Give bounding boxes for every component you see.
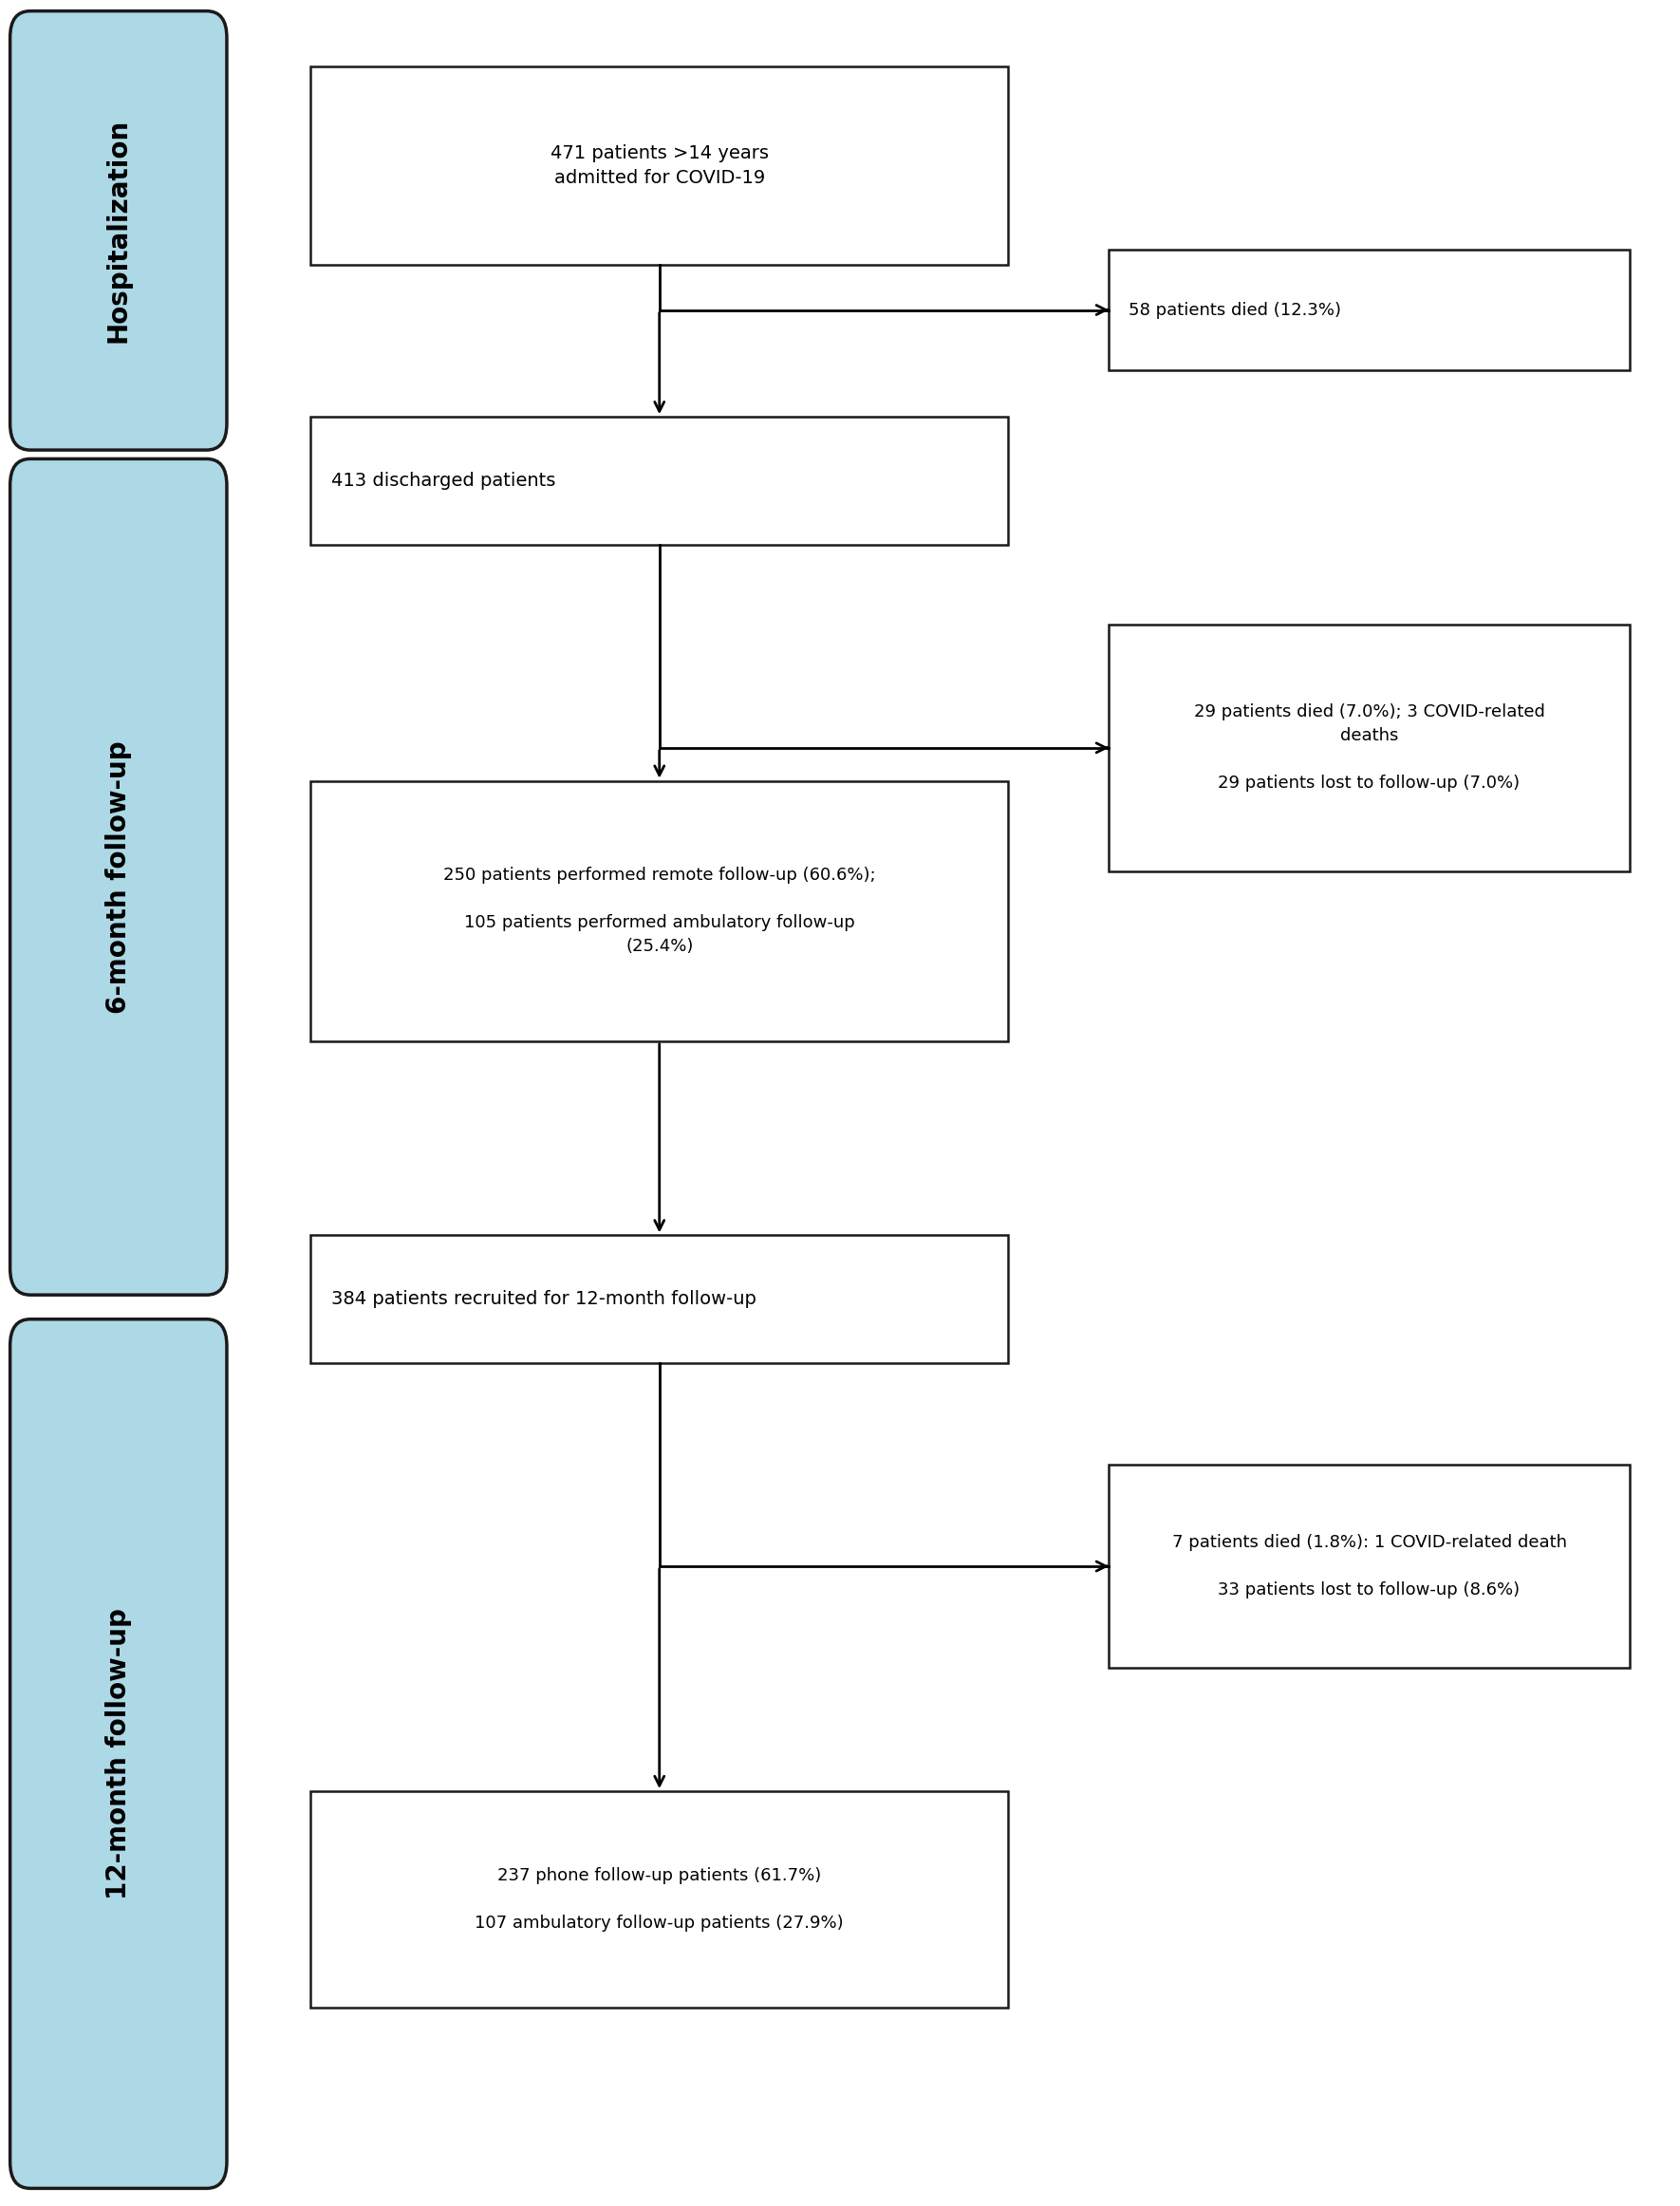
FancyBboxPatch shape (311, 66, 1008, 265)
FancyBboxPatch shape (311, 1791, 1008, 2007)
FancyBboxPatch shape (311, 1235, 1008, 1363)
Text: 250 patients performed remote follow-up (60.6%);

105 patients performed ambulat: 250 patients performed remote follow-up … (444, 867, 875, 955)
Text: 384 patients recruited for 12-month follow-up: 384 patients recruited for 12-month foll… (331, 1291, 756, 1308)
Text: 7 patients died (1.8%): 1 COVID-related death

33 patients lost to follow-up (8.: 7 patients died (1.8%): 1 COVID-related … (1171, 1533, 1567, 1599)
Text: 237 phone follow-up patients (61.7%)

107 ambulatory follow-up patients (27.9%): 237 phone follow-up patients (61.7%) 107… (475, 1866, 843, 1932)
FancyBboxPatch shape (1109, 624, 1630, 871)
FancyBboxPatch shape (311, 417, 1008, 545)
Text: 58 patients died (12.3%): 58 patients died (12.3%) (1129, 302, 1342, 318)
FancyBboxPatch shape (1109, 249, 1630, 371)
Text: 471 patients >14 years
admitted for COVID-19: 471 patients >14 years admitted for COVI… (551, 143, 768, 188)
Text: 413 discharged patients: 413 discharged patients (331, 472, 556, 490)
Text: Hospitalization: Hospitalization (106, 119, 131, 342)
FancyBboxPatch shape (10, 459, 227, 1295)
FancyBboxPatch shape (10, 11, 227, 450)
Text: 12-month follow-up: 12-month follow-up (106, 1608, 131, 1899)
Text: 29 patients died (7.0%); 3 COVID-related
deaths

29 patients lost to follow-up (: 29 patients died (7.0%); 3 COVID-related… (1194, 704, 1544, 792)
Text: 6-month follow-up: 6-month follow-up (106, 741, 131, 1013)
FancyBboxPatch shape (1109, 1465, 1630, 1668)
FancyBboxPatch shape (10, 1319, 227, 2188)
FancyBboxPatch shape (311, 781, 1008, 1041)
